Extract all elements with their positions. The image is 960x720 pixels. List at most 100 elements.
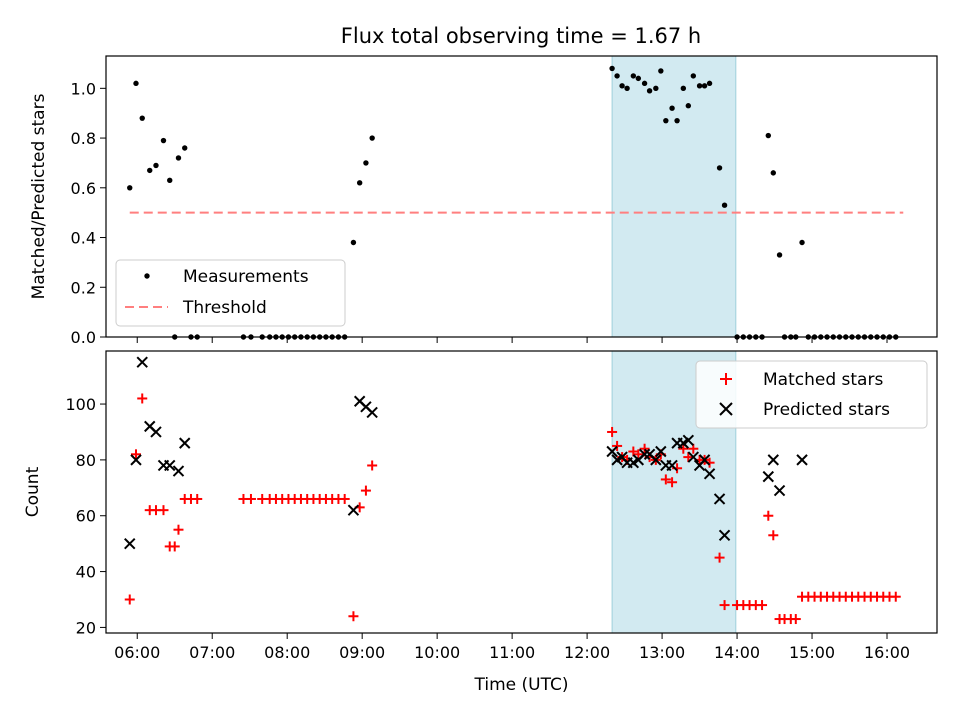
measurement-point xyxy=(663,117,669,124)
bottom-legend-box xyxy=(695,360,928,429)
highlight-interval-top xyxy=(611,55,737,338)
matched-star-point xyxy=(158,505,169,516)
measurement-point xyxy=(133,80,139,87)
measurement-point xyxy=(363,160,369,166)
x-axis-label: Time (UTC) xyxy=(474,675,569,695)
measurement-point xyxy=(356,180,363,186)
measurement-point xyxy=(765,132,772,139)
predicted-star-point xyxy=(682,434,695,447)
matched-star-point xyxy=(169,541,180,552)
x-tick-label: 16:00 xyxy=(864,643,910,662)
matched-star-point xyxy=(790,614,801,625)
measurement-point xyxy=(696,83,703,89)
bottom-panel: 06:00 07:00 08:00 09:00 10:00 11:00 12:00 13:00… xyxy=(23,350,938,662)
top-y-axis-label: Matched/Predicted stars xyxy=(29,93,49,299)
measurement-point xyxy=(350,239,357,246)
predicted-star-point xyxy=(366,406,378,419)
measurement-point xyxy=(175,155,182,161)
predicted-star-point xyxy=(164,459,176,472)
top-legend-box xyxy=(115,259,346,327)
predicted-star-point xyxy=(172,465,185,477)
predicted-star-point xyxy=(687,451,700,463)
measurement-point xyxy=(799,239,805,246)
y-tick-label: 0.8 xyxy=(71,129,96,148)
predicted-star-point xyxy=(124,537,136,550)
predicted-star-point xyxy=(703,468,716,480)
y-tick-label: 0.6 xyxy=(71,179,96,198)
measurement-point xyxy=(624,85,630,92)
chart-title: Flux total observing time = 1.67 h xyxy=(341,24,701,48)
predicted-star-point xyxy=(179,437,191,449)
measurement-point xyxy=(614,73,620,79)
x-tick-label: 10:00 xyxy=(414,643,460,662)
measurement-point xyxy=(658,68,664,74)
matched-star-point xyxy=(367,460,378,471)
measurement-point xyxy=(685,103,692,109)
predicted-star-point xyxy=(773,484,786,497)
predicted-star-point xyxy=(638,448,651,461)
matched-star-point xyxy=(683,452,694,463)
matched-star-point xyxy=(612,440,623,451)
matched-star-point xyxy=(688,443,699,454)
measurement-point xyxy=(776,252,783,258)
measurement-point xyxy=(160,137,167,144)
measurement-point xyxy=(139,115,145,121)
x-tick-label: 08:00 xyxy=(264,643,310,662)
matched-star-point xyxy=(192,493,203,504)
measurement-point xyxy=(669,105,675,111)
y-tick-label: 1.0 xyxy=(71,79,96,98)
matched-star-point xyxy=(639,443,650,454)
predicted-star-point xyxy=(347,504,360,516)
predicted-star-point xyxy=(606,445,618,458)
x-tick-label: 14:00 xyxy=(714,643,760,662)
bottom-panel-ticks: 06:00 07:00 08:00 09:00 10:00 11:00 12:00 13:00… xyxy=(65,395,910,662)
y-tick-label: 60 xyxy=(76,507,96,526)
measurement-point xyxy=(635,75,642,82)
legend-measurements-label: Measurements xyxy=(183,267,309,287)
matched-star-point xyxy=(763,510,774,521)
top-legend: Measurements Threshold xyxy=(115,259,346,327)
predicted-star-point xyxy=(650,454,662,466)
x-tick-label: 13:00 xyxy=(639,643,685,662)
matched-star-point xyxy=(124,594,135,605)
matched-star-point xyxy=(660,474,671,485)
y-tick-label: 20 xyxy=(76,618,96,637)
measurement-point xyxy=(706,80,713,87)
matched-star-point xyxy=(360,485,371,496)
x-tick-label: 07:00 xyxy=(189,643,235,662)
measurement-point xyxy=(619,83,625,89)
predicted-star-point xyxy=(136,356,148,368)
bottom-legend: Matched stars Predicted stars xyxy=(695,360,928,429)
matched-star-point xyxy=(339,493,350,504)
measurement-point xyxy=(721,202,728,208)
legend-matched-label: Matched stars xyxy=(763,370,883,390)
y-tick-label: 0.0 xyxy=(71,328,96,347)
x-tick-label: 09:00 xyxy=(339,643,385,662)
x-tick-label: 12:00 xyxy=(564,643,610,662)
legend-matched-marker xyxy=(720,373,732,385)
measurement-point xyxy=(770,170,776,176)
matched-star-point xyxy=(714,552,725,563)
predicted-star-point xyxy=(666,459,678,472)
y-tick-label: 40 xyxy=(76,563,96,582)
matched-star-point xyxy=(667,477,678,488)
matched-star-point xyxy=(678,443,689,454)
measurement-point xyxy=(680,85,687,92)
matched-star-point xyxy=(137,393,148,404)
legend-predicted-marker xyxy=(719,402,733,416)
measurement-point xyxy=(653,85,659,92)
measurement-point xyxy=(609,65,615,72)
matched-star-point xyxy=(130,449,141,460)
predicted-star-point xyxy=(713,493,726,505)
bottom-panel-frame xyxy=(105,350,938,634)
measurement-point xyxy=(674,117,680,124)
y-tick-label: 0.2 xyxy=(71,278,96,297)
x-tick-label: 11:00 xyxy=(489,643,535,662)
top-panel-frame xyxy=(105,55,938,338)
y-tick-label: 100 xyxy=(65,395,96,414)
matched-star-point xyxy=(173,524,184,535)
measurement-point xyxy=(127,185,133,191)
measurement-point xyxy=(641,80,648,87)
measurement-point xyxy=(690,73,697,79)
